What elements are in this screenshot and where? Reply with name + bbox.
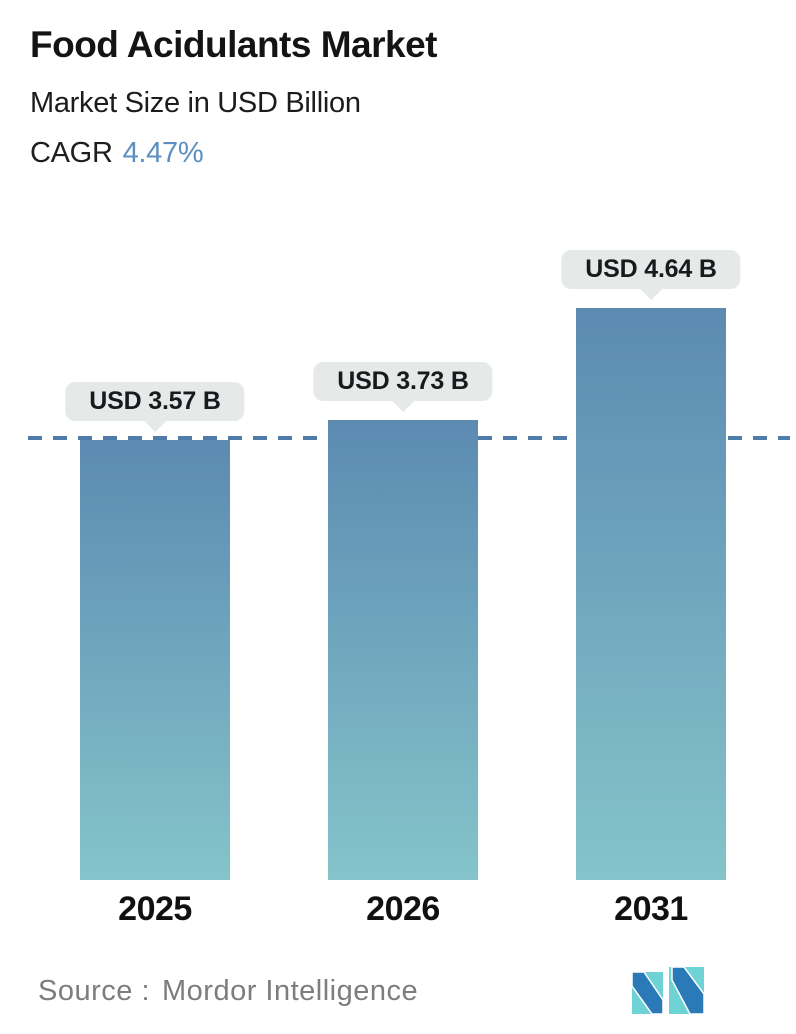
source-name: Mordor Intelligence	[162, 975, 419, 1007]
bar-chart: USD 3.57 B 2025 USD 3.73 B 2026 USD 4.64…	[0, 0, 796, 880]
bar-2025: USD 3.57 B 2025	[65, 382, 245, 928]
chart-subtitle: Market Size in USD Billion	[30, 87, 361, 119]
source-label: Source :	[38, 975, 150, 1007]
x-axis-label-2026: 2026	[366, 890, 440, 928]
value-label-bubble-2026: USD 3.73 B	[313, 362, 493, 401]
page-title: Food Acidulants Market	[30, 24, 438, 65]
value-label: USD 3.57 B	[89, 387, 221, 415]
cagr-label: CAGR	[30, 137, 113, 169]
value-label: USD 4.64 B	[585, 255, 717, 283]
cagr-row: CAGR 4.47%	[30, 137, 204, 170]
mordor-intelligence-logo	[632, 967, 704, 1014]
bar-2031: USD 4.64 B 2031	[561, 250, 741, 928]
value-label-bubble-2031: USD 4.64 B	[561, 250, 741, 289]
x-axis-label-2031: 2031	[614, 890, 688, 928]
cagr-value: 4.47%	[122, 137, 204, 169]
value-label: USD 3.73 B	[337, 367, 469, 395]
bar-2026: USD 3.73 B 2026	[313, 362, 493, 928]
value-label-bubble-2025: USD 3.57 B	[65, 382, 245, 421]
x-axis-label-2025: 2025	[118, 890, 192, 928]
source-text: Source : Mordor Intelligence	[38, 975, 418, 1008]
